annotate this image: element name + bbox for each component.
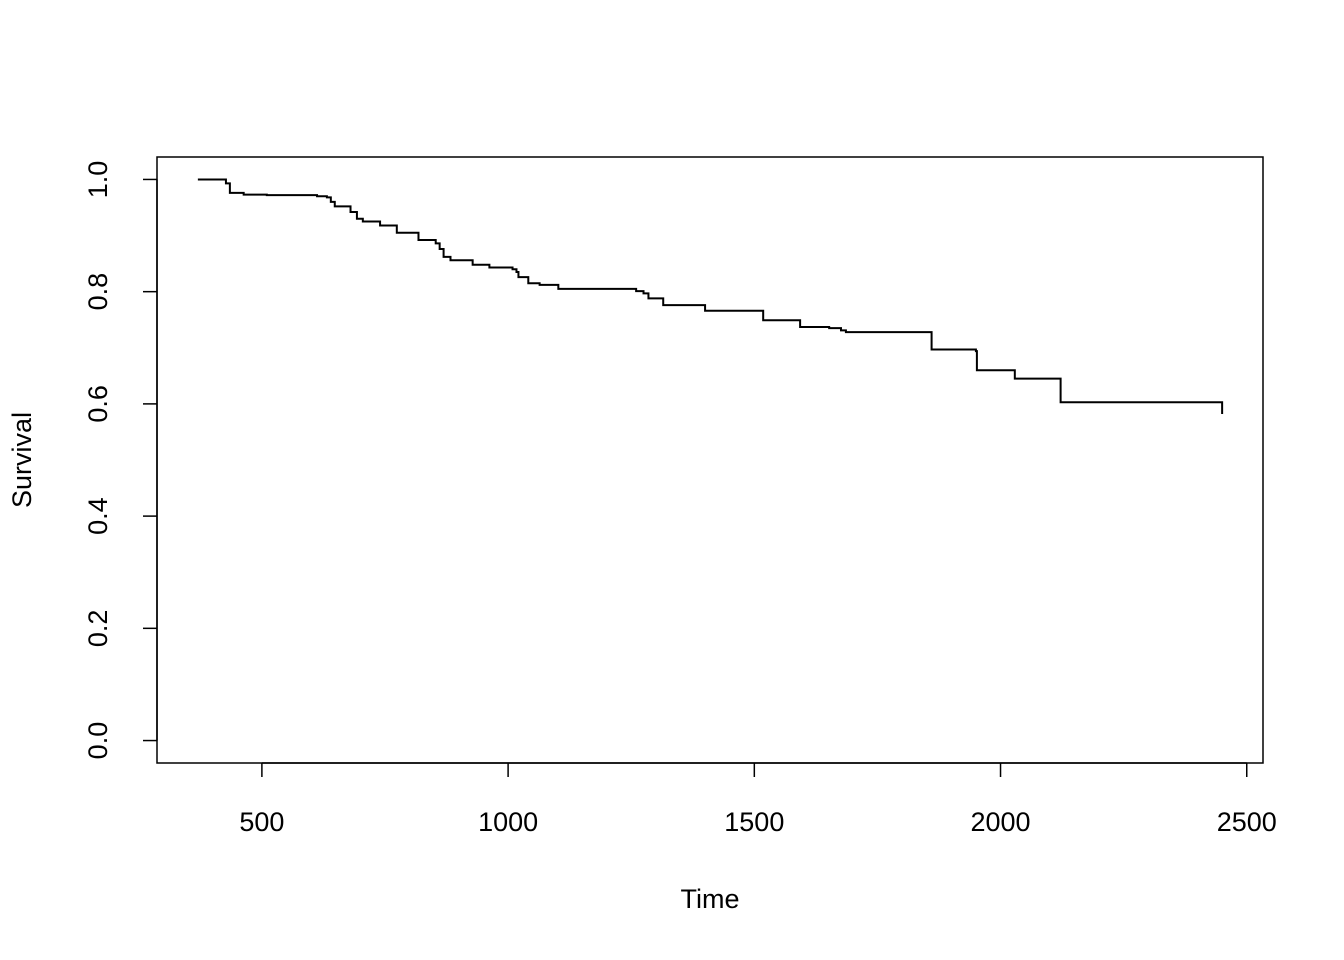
- x-tick-label: 1500: [724, 807, 784, 837]
- x-axis-label: Time: [681, 884, 740, 914]
- y-tick-label: 0.0: [83, 722, 113, 760]
- x-tick-label: 2000: [970, 807, 1030, 837]
- y-tick-label: 0.6: [83, 385, 113, 423]
- x-tick-label: 2500: [1217, 807, 1277, 837]
- y-axis-label: Survival: [7, 412, 37, 508]
- y-tick-label: 0.4: [83, 497, 113, 535]
- plot-frame: [156, 156, 1264, 764]
- x-tick-label: 1000: [478, 807, 538, 837]
- y-tick-label: 0.2: [83, 610, 113, 648]
- survival-curve: [197, 178, 1224, 414]
- y-tick-label: 0.8: [83, 273, 113, 311]
- y-tick-label: 1.0: [83, 161, 113, 199]
- x-tick-label: 500: [239, 807, 284, 837]
